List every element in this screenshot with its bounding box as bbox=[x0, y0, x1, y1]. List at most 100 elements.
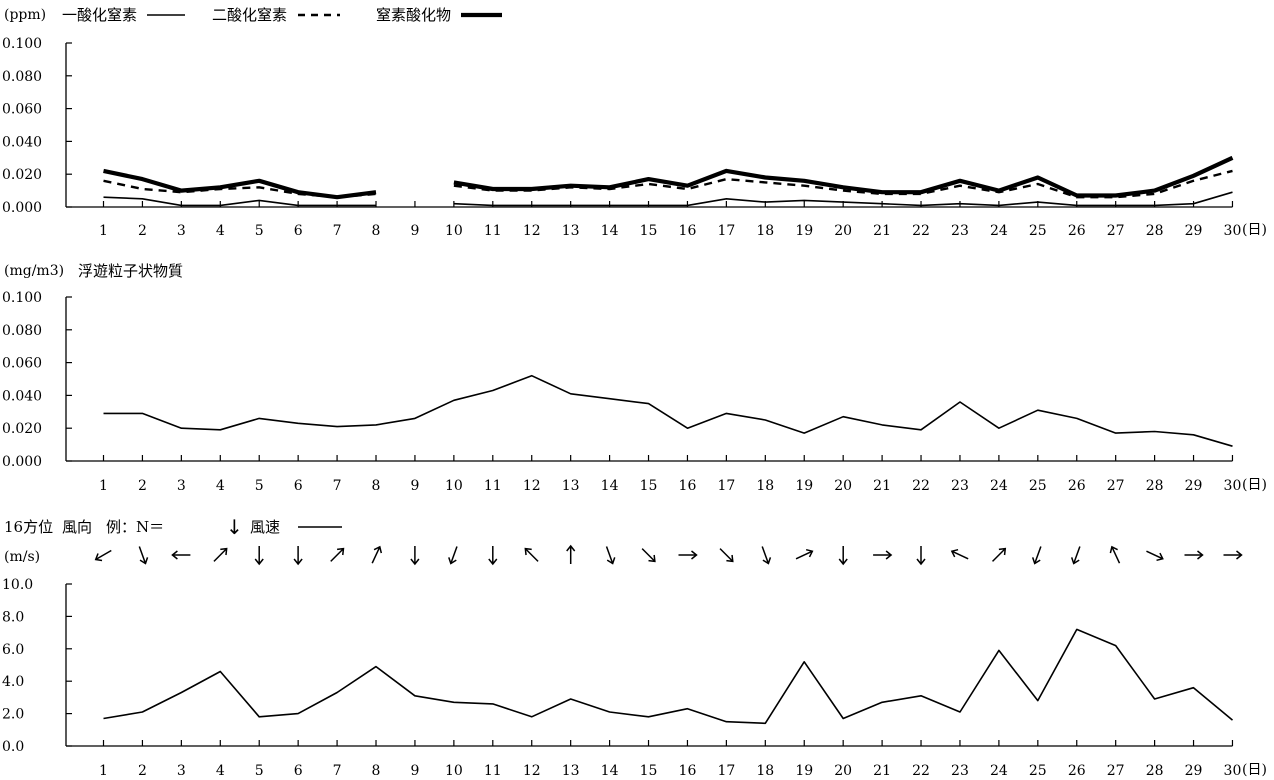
chart1-x-tick-label: 7 bbox=[333, 223, 342, 239]
chart1-x-tick-label: 24 bbox=[990, 223, 1008, 239]
legend-label-nox: 窒素酸化物 bbox=[376, 6, 451, 24]
chart1-x-tick-label: 12 bbox=[523, 223, 541, 239]
chart2-x-tick-label: 22 bbox=[912, 478, 930, 494]
chart1-x-unit-label: (日) bbox=[1242, 222, 1267, 238]
chart3-x-tick-label: 4 bbox=[216, 763, 225, 779]
chart1-x-tick-label: 27 bbox=[1107, 223, 1125, 239]
chart1-series-3-line bbox=[453, 155, 1234, 198]
chart3-x-tick-label: 7 bbox=[333, 763, 342, 779]
chart2-x-tick-label: 29 bbox=[1185, 478, 1203, 494]
chart1-x-tick-label: 29 bbox=[1185, 223, 1203, 239]
chart2-y-tick-label: 0.040 bbox=[2, 388, 42, 404]
wind-direction-arrow-icon bbox=[1223, 550, 1243, 560]
wind-direction-arrow-icon bbox=[213, 547, 228, 562]
chart1-x-tick-label: 18 bbox=[756, 223, 774, 239]
wind-direction-arrow-icon bbox=[410, 546, 420, 566]
chart3-y-tick-label: 6.0 bbox=[2, 642, 24, 658]
chart3-x-tick-label: 30 bbox=[1224, 763, 1242, 779]
chart2-unit-label: (mg/m3) bbox=[4, 263, 64, 279]
chart2-x-tick-label: 5 bbox=[255, 478, 264, 494]
wind-direction-arrow-icon bbox=[605, 546, 616, 565]
wind-direction-arrow-icon bbox=[795, 548, 814, 560]
wind-direction-arrow-icon bbox=[1070, 546, 1081, 565]
chart3-x-tick-label: 18 bbox=[756, 763, 774, 779]
wind-direction-arrow-icon bbox=[138, 546, 149, 565]
chart1-x-tick-label: 25 bbox=[1029, 223, 1047, 239]
chart3-x-tick-label: 5 bbox=[255, 763, 264, 779]
wind-direction-arrow-icon bbox=[448, 546, 458, 565]
chart3-y-tick-label: 10.0 bbox=[2, 577, 33, 593]
chart1-x-tick-label: 8 bbox=[372, 223, 381, 239]
chart3-x-tick-label: 19 bbox=[795, 763, 813, 779]
chart3-x-tick-label: 23 bbox=[951, 763, 969, 779]
chart3-x-tick-label: 25 bbox=[1029, 763, 1047, 779]
chart2-x-tick-label: 17 bbox=[717, 478, 735, 494]
wind-direction-arrow-icon bbox=[992, 547, 1007, 562]
chart1-x-tick-label: 30 bbox=[1224, 223, 1242, 239]
chart1-y-tick-label: 0.100 bbox=[2, 36, 42, 52]
chart3-x-tick-label: 24 bbox=[990, 763, 1008, 779]
chart3-x-tick-label: 11 bbox=[484, 763, 502, 779]
chart3-y-tick-label: 4.0 bbox=[2, 674, 24, 690]
chart2-x-tick-label: 11 bbox=[484, 478, 502, 494]
chart2-x-tick-label: 1 bbox=[99, 478, 108, 494]
chart1-x-tick-label: 11 bbox=[484, 223, 502, 239]
chart2-x-tick-label: 2 bbox=[138, 478, 147, 494]
chart3-x-tick-label: 12 bbox=[523, 763, 541, 779]
chart3-x-tick-label: 21 bbox=[873, 763, 891, 779]
chart1-x-tick-label: 26 bbox=[1068, 223, 1086, 239]
wind-direction-arrow-icon bbox=[566, 544, 576, 564]
wind-direction-arrow-icon bbox=[761, 546, 772, 565]
chart1-x-tick-label: 17 bbox=[717, 223, 735, 239]
chart3-x-tick-label: 10 bbox=[445, 763, 463, 779]
wind-direction-arrow-icon bbox=[1109, 545, 1121, 564]
chart3-x-tick-label: 28 bbox=[1146, 763, 1164, 779]
chart3-series-1-line bbox=[103, 628, 1234, 725]
chart2-x-tick-label: 21 bbox=[873, 478, 891, 494]
wind-direction-arrow-icon bbox=[719, 548, 734, 563]
chart3-legend-direction-label: 風向 bbox=[62, 518, 92, 536]
chart2-x-tick-label: 25 bbox=[1029, 478, 1047, 494]
chart2-x-tick-label: 4 bbox=[216, 478, 225, 494]
wind-direction-arrow-icon bbox=[1031, 546, 1042, 565]
chart3-x-tick-label: 9 bbox=[410, 763, 419, 779]
chart1-y-tick-label: 0.060 bbox=[2, 102, 42, 118]
chart1-series-1-line bbox=[103, 196, 376, 207]
chart1-x-tick-label: 28 bbox=[1146, 223, 1164, 239]
chart1-series-3-line bbox=[103, 168, 377, 200]
chart1-x-tick-label: 9 bbox=[410, 223, 419, 239]
chart3-x-tick-label: 1 bbox=[99, 763, 108, 779]
chart2-y-tick-label: 0.020 bbox=[2, 421, 42, 437]
chart2-x-tick-label: 16 bbox=[679, 478, 697, 494]
chart2-x-tick-label: 23 bbox=[951, 478, 969, 494]
chart3-y-tick-label: 2.0 bbox=[2, 707, 24, 723]
chart1-x-tick-label: 22 bbox=[912, 223, 930, 239]
chart1-series-1-line bbox=[453, 191, 1233, 207]
wind-direction-arrow-icon bbox=[171, 550, 191, 560]
chart2-y-tick-label: 0.000 bbox=[2, 454, 42, 470]
chart1-y-tick-label: 0.040 bbox=[2, 134, 42, 150]
chart1-y-tick-label: 0.000 bbox=[2, 200, 42, 216]
chart2-x-tick-label: 10 bbox=[445, 478, 463, 494]
wind-direction-arrow-icon bbox=[293, 546, 303, 566]
chart3-x-tick-label: 13 bbox=[562, 763, 580, 779]
chart1-x-tick-label: 6 bbox=[294, 223, 303, 239]
chart1-x-tick-label: 16 bbox=[679, 223, 697, 239]
chart1-x-tick-label: 15 bbox=[640, 223, 658, 239]
chart1-x-tick-label: 23 bbox=[951, 223, 969, 239]
chart3-y-tick-label: 8.0 bbox=[2, 609, 24, 625]
chart3-x-tick-label: 20 bbox=[834, 763, 852, 779]
chart2-x-tick-label: 13 bbox=[562, 478, 580, 494]
legend-label-no2: 二酸化窒素 bbox=[212, 6, 287, 24]
chart3-x-tick-label: 26 bbox=[1068, 763, 1086, 779]
chart2-x-tick-label: 18 bbox=[756, 478, 774, 494]
chart3-legend-example-label: 例：N＝ bbox=[106, 518, 164, 536]
chart3-x-tick-label: 8 bbox=[372, 763, 381, 779]
chart2-y-tick-label: 0.060 bbox=[2, 356, 42, 372]
chart1-x-tick-label: 3 bbox=[177, 223, 186, 239]
chart3-x-unit-label: (日) bbox=[1242, 762, 1267, 778]
chart1-y-tick-label: 0.080 bbox=[2, 69, 42, 85]
chart2-series-label: 浮遊粒子状物質 bbox=[78, 262, 183, 280]
